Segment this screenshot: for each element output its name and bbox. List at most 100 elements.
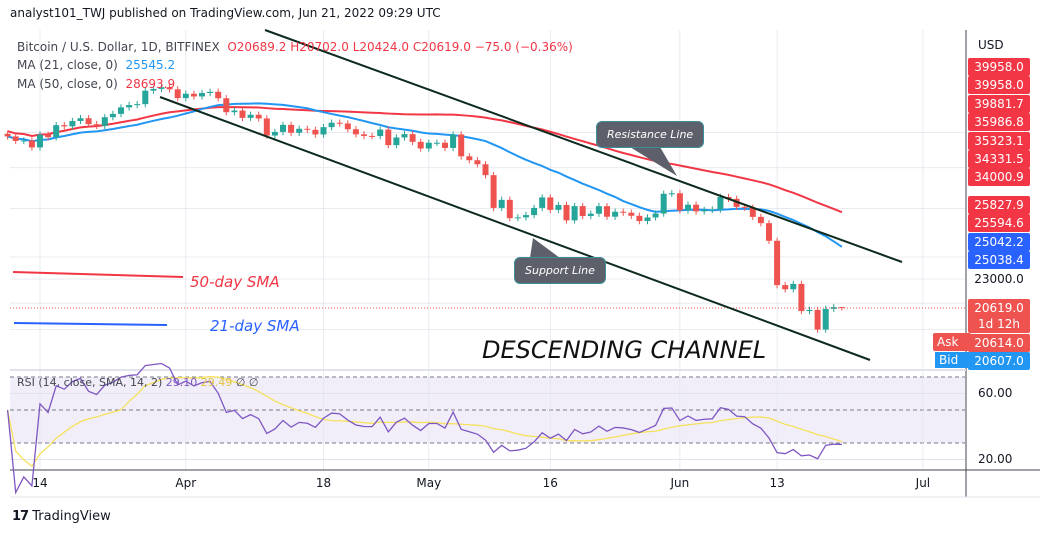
candle-body xyxy=(523,215,529,218)
rsi-sma-line xyxy=(6,375,843,468)
ma50-line xyxy=(7,106,843,214)
x-tick-label: 13 xyxy=(769,476,785,490)
ohlc-change: −75.0 (−0.36%) xyxy=(474,40,573,54)
candle-body xyxy=(126,105,133,108)
price-scale-label: 20619.0 xyxy=(968,299,1030,317)
x-tick-label: May xyxy=(416,476,442,490)
candle-body xyxy=(288,124,295,133)
candle-body xyxy=(93,124,100,126)
candle-body xyxy=(782,285,789,290)
candle-body xyxy=(766,223,772,241)
price-scale-label: 34331.5 xyxy=(968,150,1030,168)
candle-body xyxy=(555,204,562,210)
candle-body xyxy=(790,283,797,290)
symbol-title: Bitcoin / U.S. Dollar, 1D, BITFINEX xyxy=(17,40,220,54)
candle-body xyxy=(393,137,400,146)
candle-body xyxy=(498,199,505,208)
rsi-tick-60: 60.00 xyxy=(978,386,1013,400)
candle-body xyxy=(190,93,197,97)
candle-body xyxy=(547,197,554,210)
candle-body xyxy=(685,204,691,211)
candle-body xyxy=(231,110,238,113)
candle-body xyxy=(806,309,813,312)
support-callout-pointer xyxy=(530,238,560,258)
candle-body xyxy=(207,91,214,94)
support-line-callout: Support Line xyxy=(514,257,606,284)
candle-body xyxy=(134,104,141,106)
x-tick-label: 14 xyxy=(32,476,48,490)
ma50-legend[interactable]: MA (50, close, 0) 28693.9 xyxy=(17,77,175,91)
candle-body xyxy=(474,160,481,165)
candle-body xyxy=(587,213,594,216)
candle-body xyxy=(458,134,465,157)
candle-body xyxy=(377,129,384,137)
candle-body xyxy=(263,118,270,136)
candle-body xyxy=(668,193,675,195)
candle-body xyxy=(693,204,700,212)
candle-body xyxy=(433,142,440,144)
price-scale-label: 34000.9 xyxy=(968,168,1030,186)
price-scale-label: 1d 12h xyxy=(968,315,1030,333)
price-scale-label: 35986.8 xyxy=(968,113,1030,131)
branding-text: TradingView xyxy=(32,509,111,524)
candle-body xyxy=(482,164,489,176)
candle-body xyxy=(344,123,351,130)
candle-body xyxy=(223,98,230,113)
published-caption: analyst101_TWJ published on TradingView.… xyxy=(10,6,441,20)
sma50-annotation: 50-day SMA xyxy=(190,273,280,291)
price-scale-label: 25042.2 xyxy=(968,233,1030,251)
symbol-legend: Bitcoin / U.S. Dollar, 1D, BITFINEX O206… xyxy=(17,40,573,54)
candle-body xyxy=(798,283,805,312)
candle-body xyxy=(450,134,457,148)
candle-body xyxy=(676,193,683,211)
price-scale-label: 20607.0 xyxy=(968,352,1030,370)
candle-body xyxy=(182,93,189,99)
candle-body xyxy=(822,308,829,330)
rsi-legend[interactable]: RSI (14, close, SMA, 14, 2) 29.10 29.49 … xyxy=(17,376,258,389)
candle-body xyxy=(417,141,424,149)
x-tick-label: Jun xyxy=(670,476,690,490)
candle-body xyxy=(77,118,84,121)
ohlc-open: O20689.2 xyxy=(227,40,287,54)
candle-body xyxy=(280,124,286,132)
rsi-line xyxy=(6,362,842,495)
tradingview-logo-icon: 17 xyxy=(12,509,29,524)
candle-body xyxy=(749,207,756,217)
candle-body xyxy=(466,156,473,161)
candle-body xyxy=(506,199,513,219)
descending-channel-title: DESCENDING CHANNEL xyxy=(482,336,767,364)
candle-body xyxy=(53,125,60,138)
tradingview-logo[interactable]: 17 TradingView xyxy=(12,509,111,524)
candle-body xyxy=(215,91,222,99)
candle-body xyxy=(296,128,303,133)
candle-body xyxy=(158,87,165,89)
x-tick-label: Apr xyxy=(175,476,197,490)
candle-body xyxy=(595,206,602,214)
candle-body xyxy=(109,113,116,118)
ma21-label: MA (21, close, 0) xyxy=(17,58,118,72)
candle-body xyxy=(757,216,764,224)
candle-body xyxy=(85,118,92,125)
sma21-annotation: 21-day SMA xyxy=(210,317,300,335)
resistance-callout-pointer xyxy=(630,147,677,176)
candle-body xyxy=(620,211,627,213)
candle-body xyxy=(352,129,359,135)
resistance-line-callout: Resistance Line xyxy=(596,121,705,148)
ma21-line xyxy=(7,102,843,248)
candle-body xyxy=(199,93,205,97)
ohlc-low: L20424.0 xyxy=(352,40,410,54)
price-scale-label: 20614.0 xyxy=(968,334,1030,352)
candle-body xyxy=(328,122,335,128)
candle-body xyxy=(612,211,619,217)
price-scale-label: 39958.0 xyxy=(968,76,1030,94)
candle-body xyxy=(45,134,52,138)
ma21-legend[interactable]: MA (21, close, 0) 25545.2 xyxy=(17,58,175,72)
price-scale-label: 35323.1 xyxy=(968,132,1030,150)
price-scale-label: 25827.9 xyxy=(968,196,1030,214)
candle-body xyxy=(814,309,821,330)
candle-body xyxy=(69,120,76,127)
x-tick-label: 16 xyxy=(542,476,558,490)
candle-body xyxy=(304,128,311,130)
